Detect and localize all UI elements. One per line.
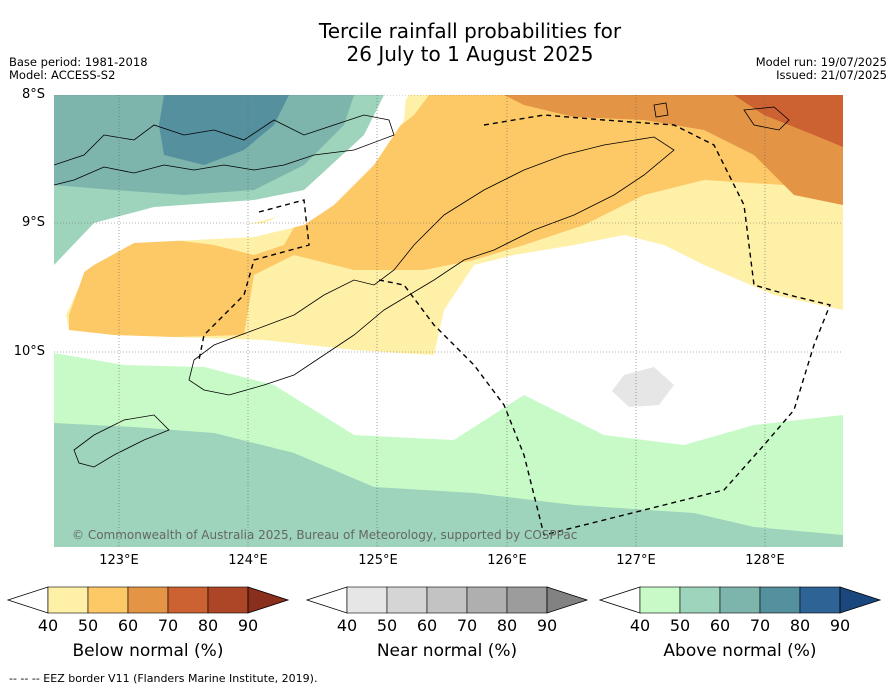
below-normal-tick-80: 80 [197, 616, 219, 635]
zone-near-40 [612, 367, 674, 407]
above-normal-tick-50: 50 [669, 616, 691, 635]
below-normal-tick-60: 60 [117, 616, 139, 635]
meta-right: Model run: 19/07/2025 Issued: 21/07/2025 [756, 56, 887, 82]
above-normal-swatch-80 [799, 586, 841, 614]
eez-border [198, 114, 831, 536]
below-normal-high-extend [247, 586, 290, 614]
near-normal-swatch-40 [346, 586, 388, 614]
near-normal-label: Near normal (%) [376, 641, 518, 661]
above-normal-tick-90: 90 [829, 616, 851, 635]
lon-label-127e: 127°E [616, 553, 656, 568]
issued-text: Issued: 21/07/2025 [776, 68, 887, 82]
above-normal-tick-60: 60 [709, 616, 731, 635]
above-normal-tick-80: 80 [789, 616, 811, 635]
model-text: Model: ACCESS-S2 [9, 68, 116, 82]
below-normal-swatch-70 [167, 586, 209, 614]
zone-above-50-south [54, 423, 843, 547]
white-strip-north [54, 95, 406, 290]
map-title: Tercile rainfall probabilities for 26 Ju… [0, 20, 896, 66]
lon-label-123e: 123°E [99, 553, 139, 568]
zone-above-70 [159, 95, 289, 165]
near-normal-tick-40: 40 [336, 616, 358, 635]
near-normal-tick-90: 90 [536, 616, 558, 635]
below-normal-swatch-40 [47, 586, 89, 614]
below-normal-swatch-60 [127, 586, 169, 614]
above-normal-swatch-40 [639, 586, 681, 614]
above-normal-swatch-50 [679, 586, 721, 614]
copyright-text: © Commonwealth of Australia 2025, Bureau… [72, 528, 578, 542]
above-normal-swatch-60 [719, 586, 761, 614]
near-normal-swatch-60 [426, 586, 468, 614]
above-normal-low-extend [598, 586, 641, 614]
coastline-rote-island [73, 414, 170, 468]
near-normal-low-extend [305, 586, 348, 614]
above-normal-tick-40: 40 [629, 616, 651, 635]
coastline-north-islands [54, 114, 395, 186]
legend-colorbars [6, 586, 882, 614]
below-normal-low-extend [6, 586, 49, 614]
above-normal-label: Above normal (%) [663, 641, 817, 661]
zone-below-60 [504, 95, 843, 205]
eez-border-note: -- -- -- EEZ border V11 (Flanders Marine… [9, 672, 318, 685]
lat-label-10s: 10°S [13, 344, 45, 359]
below-normal-swatch-50 [87, 586, 129, 614]
near-normal-swatch-50 [386, 586, 428, 614]
below-normal-swatch-80 [207, 586, 249, 614]
near-normal-tick-80: 80 [496, 616, 518, 635]
rainfall-probability-map [54, 95, 843, 547]
coastline-east-island [653, 102, 790, 131]
zone-below-50 [69, 95, 843, 337]
title-line-1: Tercile rainfall probabilities for [318, 19, 622, 43]
lon-label-126e: 126°E [487, 553, 527, 568]
title-line-2: 26 July to 1 August 2025 [346, 42, 594, 66]
base-period-text: Base period: 1981-2018 [9, 55, 148, 69]
above-normal-high-extend [839, 586, 882, 614]
near-normal-tick-50: 50 [376, 616, 398, 635]
below-normal-tick-90: 90 [237, 616, 259, 635]
near-normal-tick-70: 70 [456, 616, 478, 635]
lat-label-8s: 8°S [21, 87, 45, 102]
model-run-text: Model run: 19/07/2025 [755, 55, 887, 69]
below-normal-tick-70: 70 [157, 616, 179, 635]
near-normal-swatch-70 [466, 586, 508, 614]
below-normal-tick-50: 50 [77, 616, 99, 635]
near-normal-swatch-80 [506, 586, 548, 614]
lon-label-124e: 124°E [228, 553, 268, 568]
above-normal-tick-70: 70 [749, 616, 771, 635]
gridlines [54, 95, 843, 547]
lat-label-9s: 9°S [21, 215, 45, 230]
coastline-timor [188, 136, 675, 396]
lon-label-128e: 128°E [745, 553, 785, 568]
near-normal-high-extend [546, 586, 589, 614]
below-normal-label: Below normal (%) [72, 641, 224, 661]
below-normal-tick-40: 40 [37, 616, 59, 635]
near-normal-tick-60: 60 [416, 616, 438, 635]
meta-left: Base period: 1981-2018 Model: ACCESS-S2 [9, 56, 148, 82]
lon-label-125e: 125°E [358, 553, 398, 568]
above-normal-swatch-70 [759, 586, 801, 614]
